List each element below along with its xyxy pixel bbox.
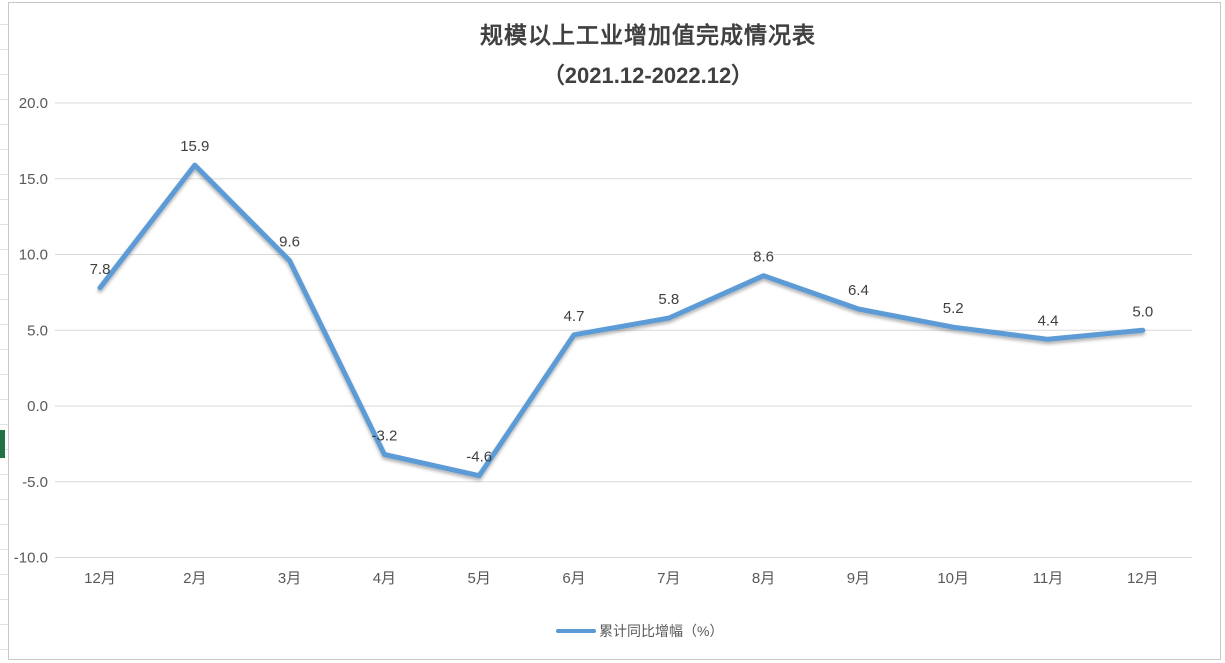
data-label: 4.7 [564,308,585,325]
x-axis-label: 4月 [373,570,396,587]
y-tick-label: -10.0 [14,550,48,567]
data-label: 6.4 [848,282,869,299]
y-tick-label: 20.0 [19,95,48,112]
x-axis-label: 10月 [937,570,969,587]
data-label: -4.6 [466,449,492,466]
chart-subtitle: （2021.12-2022.12） [542,63,754,88]
data-label: 5.0 [1132,303,1153,320]
x-axis-label: 11月 [1033,570,1064,587]
y-tick-label: 0.0 [27,398,48,415]
x-axis-label: 5月 [468,570,491,587]
series-line [97,162,1146,479]
y-tick-label: -5.0 [22,474,48,491]
legend-line-icon [556,629,596,633]
x-axis-label: 3月 [278,570,301,587]
sheet-selection-mark [0,430,5,458]
data-label: 5.8 [658,291,679,308]
data-label: 4.4 [1038,312,1059,329]
spreadsheet-edge [0,0,8,663]
data-label: 5.2 [943,300,964,317]
y-tick-label: 10.0 [19,247,48,264]
chart-title: 规模以上工业增加值完成情况表 [480,22,816,48]
legend: 累计同比增幅（%） [556,621,723,641]
data-label: -3.2 [371,428,397,445]
x-axis-label: 12月 [84,570,116,587]
y-tick-label: 5.0 [27,322,48,339]
x-axis-label: 6月 [562,570,585,587]
data-label: 9.6 [279,234,300,251]
x-axis-label: 8月 [752,570,775,587]
y-tick-label: 15.0 [19,171,48,188]
data-label: 8.6 [753,249,774,266]
x-axis-label: 7月 [657,570,680,587]
data-label: 15.9 [180,138,209,155]
x-axis-label: 2月 [183,570,206,587]
legend-label: 累计同比增幅（%） [599,623,724,639]
x-axis-label: 9月 [847,570,870,587]
chart-frame [8,2,1221,660]
x-axis-label: 12月 [1127,570,1159,587]
data-label: 7.8 [90,261,111,278]
